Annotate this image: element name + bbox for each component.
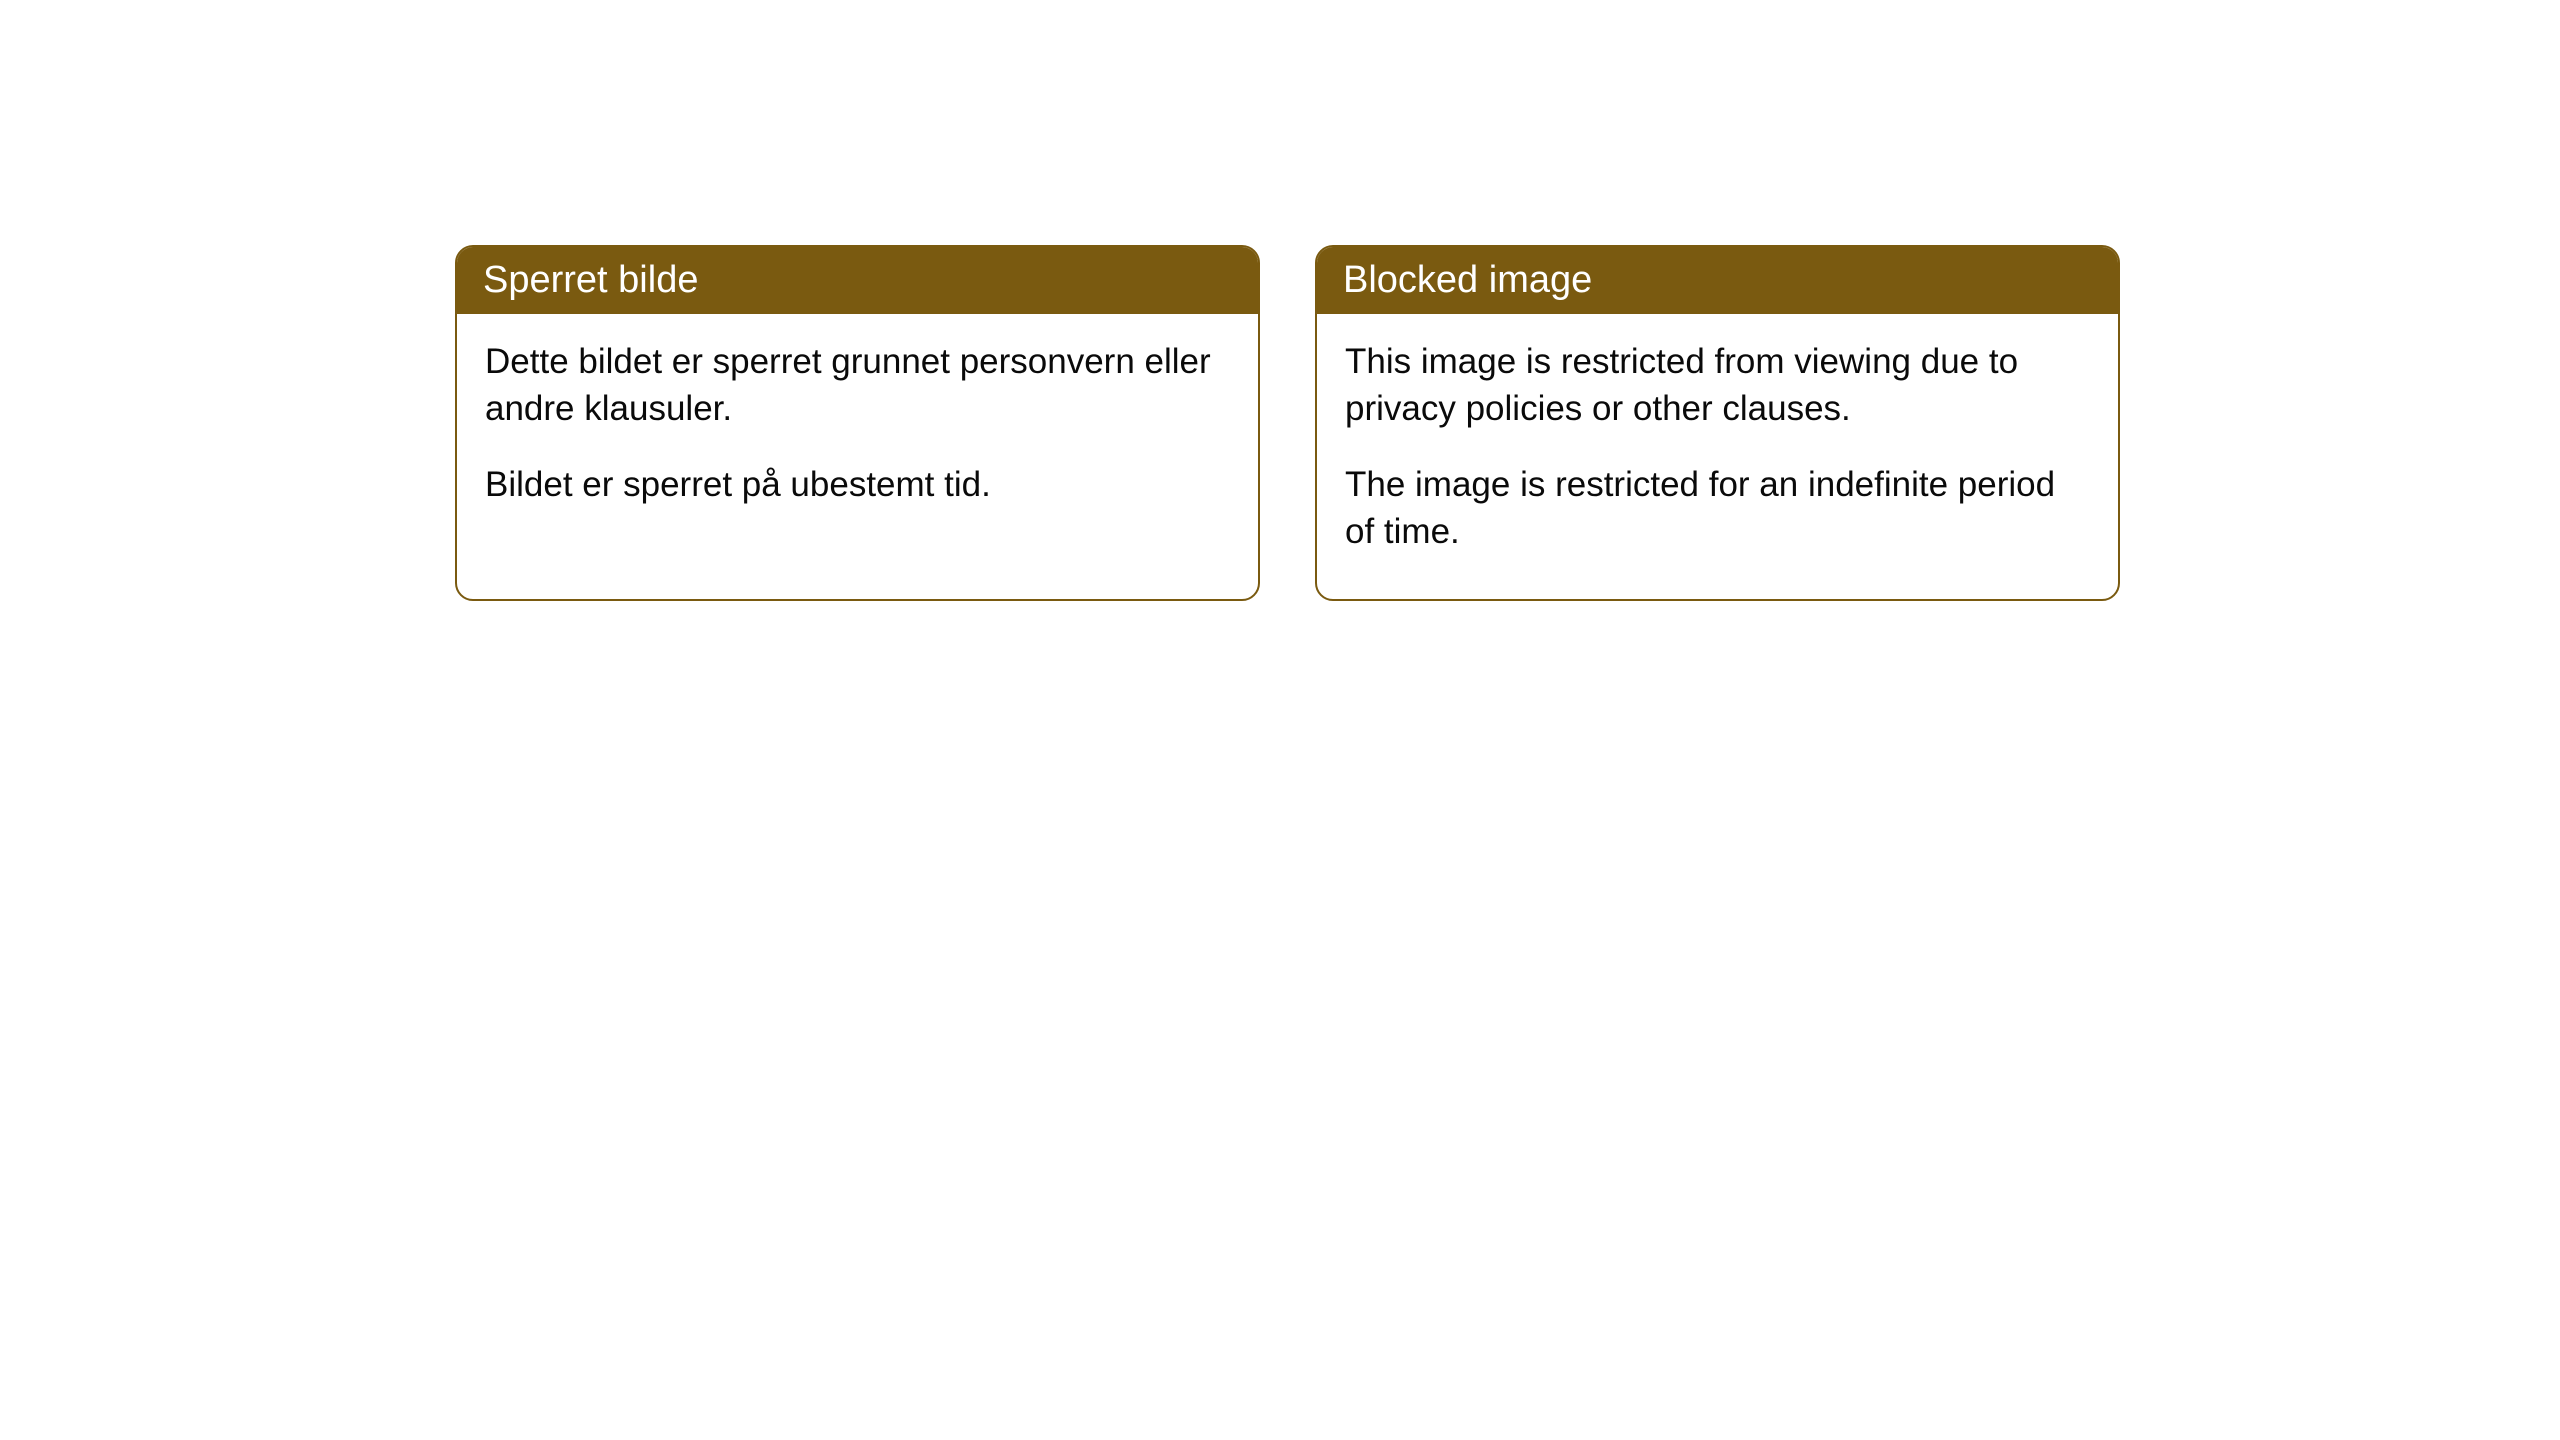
panel-norwegian: Sperret bilde Dette bildet er sperret gr… [455,245,1260,601]
panel-body-norwegian: Dette bildet er sperret grunnet personve… [457,314,1258,552]
notice-line-2-en: The image is restricted for an indefinit… [1345,461,2090,556]
panel-body-english: This image is restricted from viewing du… [1317,314,2118,599]
notice-container: Sperret bilde Dette bildet er sperret gr… [455,245,2120,601]
panel-header-norwegian: Sperret bilde [457,247,1258,314]
notice-line-1-en: This image is restricted from viewing du… [1345,338,2090,433]
notice-line-1-no: Dette bildet er sperret grunnet personve… [485,338,1230,433]
panel-english: Blocked image This image is restricted f… [1315,245,2120,601]
panel-header-english: Blocked image [1317,247,2118,314]
notice-line-2-no: Bildet er sperret på ubestemt tid. [485,461,1230,508]
